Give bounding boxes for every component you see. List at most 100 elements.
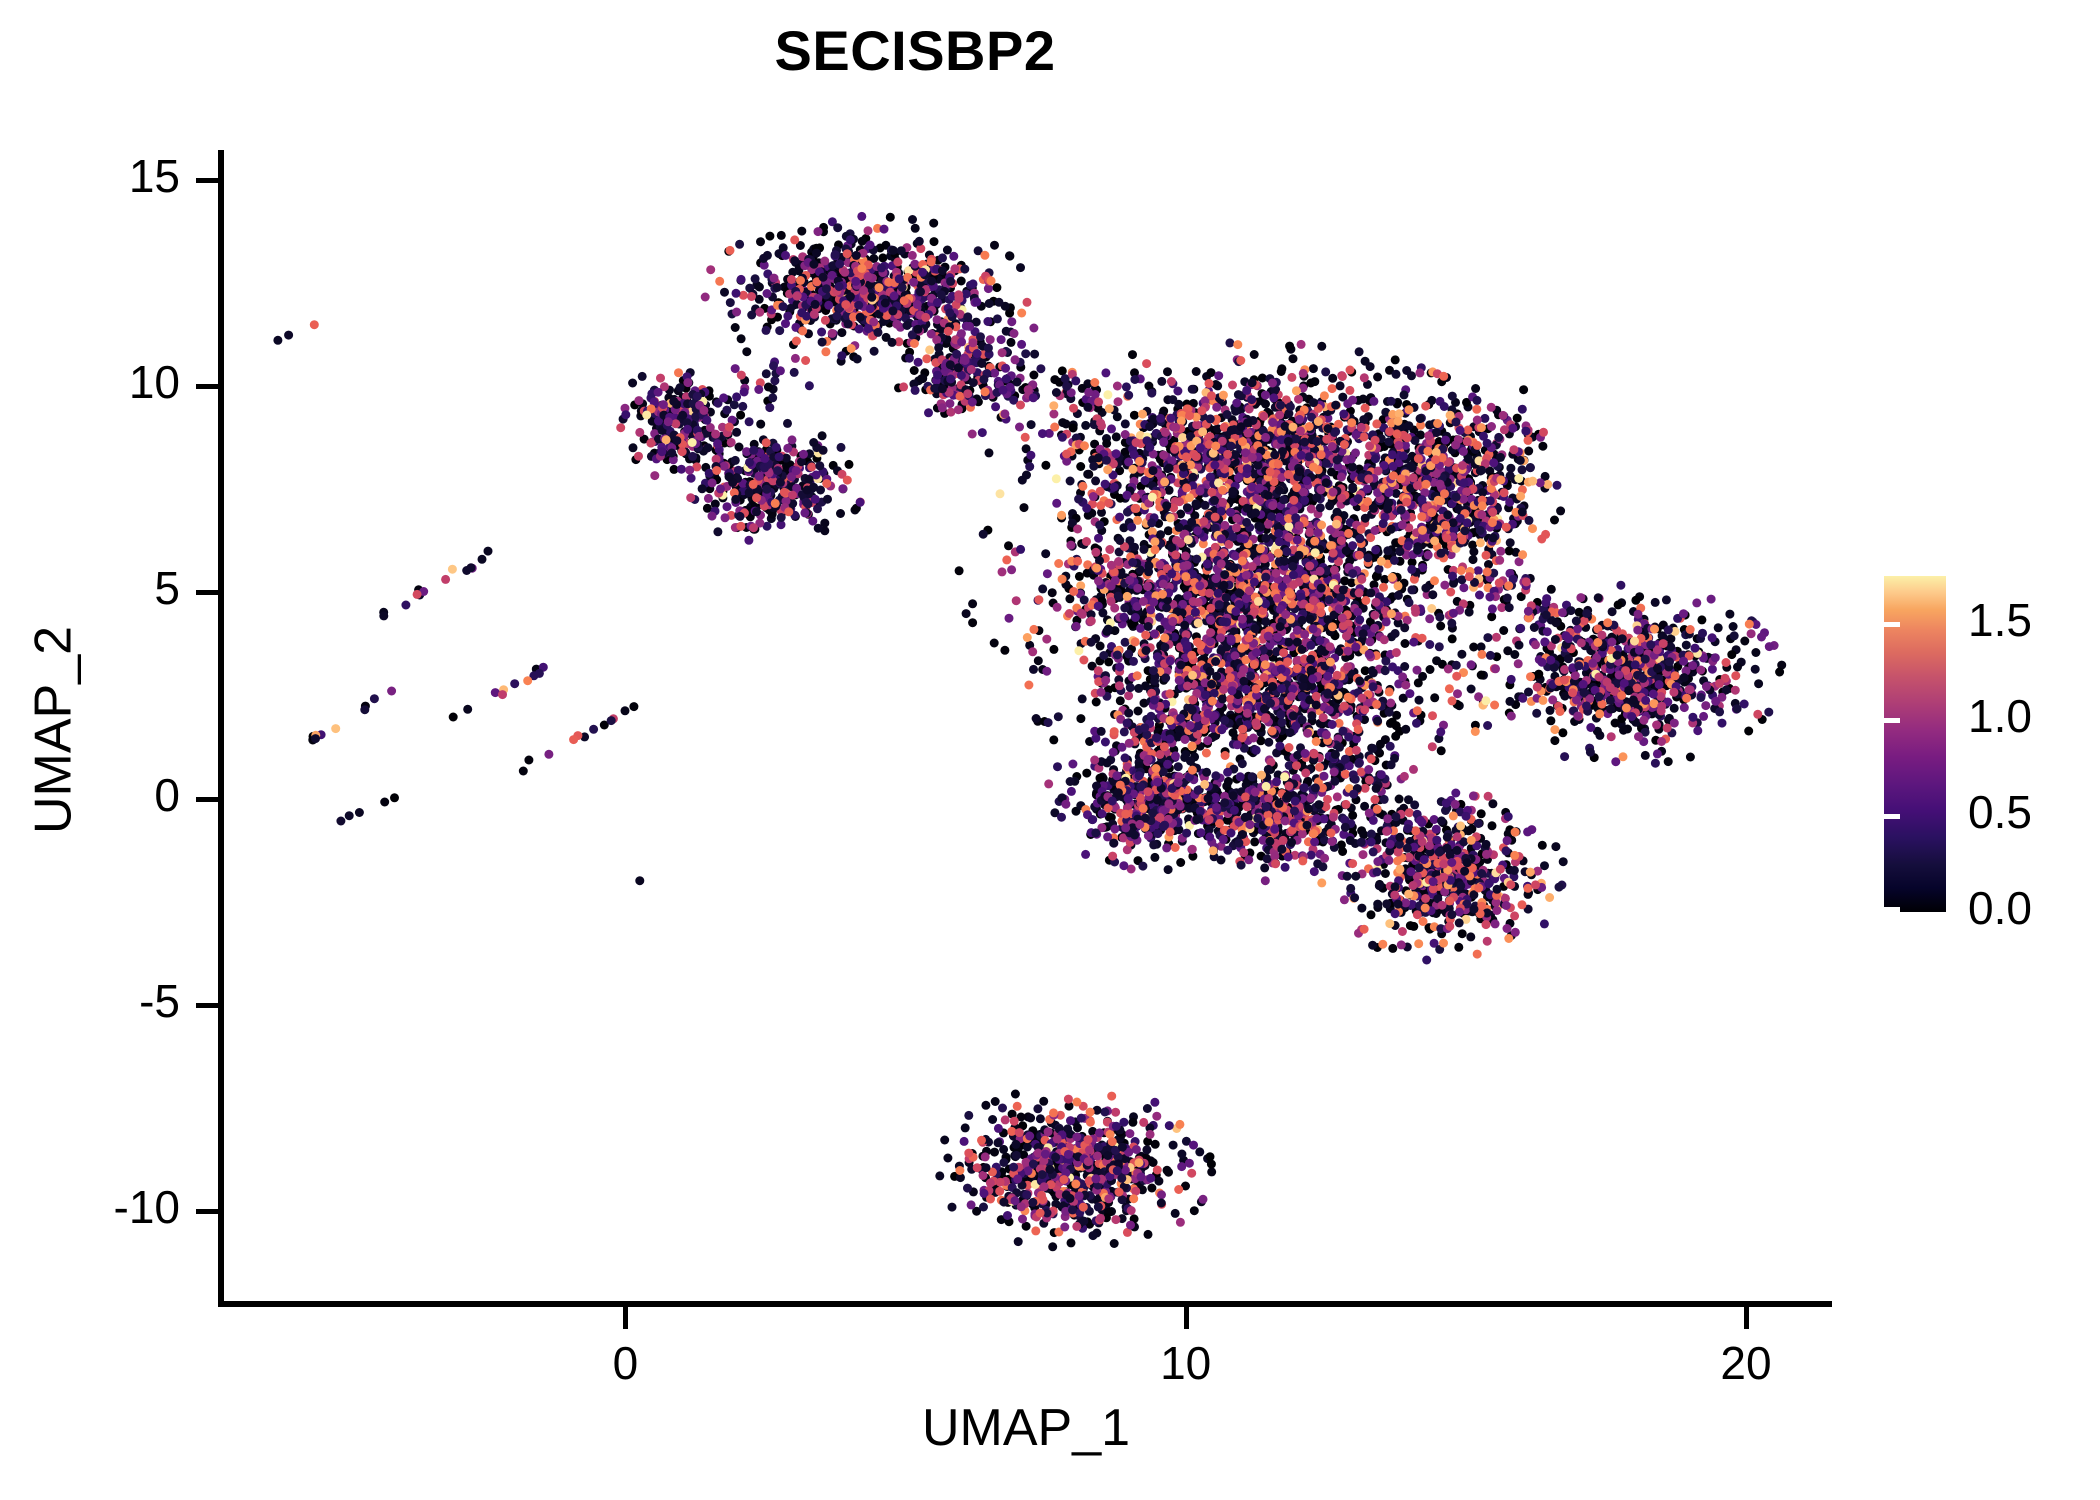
scatter-point bbox=[1488, 799, 1498, 809]
scatter-point bbox=[945, 360, 955, 370]
scatter-point bbox=[855, 497, 865, 507]
scatter-point bbox=[683, 424, 692, 434]
scatter-point bbox=[810, 299, 820, 309]
scatter-point bbox=[851, 276, 861, 286]
scatter-point bbox=[616, 423, 626, 433]
scatter-point bbox=[1430, 693, 1440, 703]
scatter-point bbox=[888, 306, 898, 316]
scatter-point bbox=[956, 329, 966, 339]
scatter-point bbox=[1162, 1165, 1172, 1175]
scatter-point bbox=[925, 345, 935, 355]
scatter-point bbox=[1551, 842, 1561, 852]
scatter-point bbox=[893, 257, 903, 267]
scatter-point bbox=[990, 240, 999, 250]
scatter-point bbox=[628, 443, 638, 453]
scatter-point bbox=[1317, 341, 1327, 351]
scatter-point bbox=[937, 403, 947, 413]
scatter-point bbox=[754, 294, 764, 304]
scatter-point bbox=[1133, 706, 1143, 716]
scatter-point bbox=[1087, 661, 1097, 671]
scatter-point bbox=[1200, 500, 1210, 510]
scatter-point bbox=[1775, 667, 1785, 677]
scatter-point bbox=[879, 224, 889, 234]
scatter-point bbox=[790, 353, 800, 363]
scatter-point bbox=[851, 250, 861, 260]
scatter-point bbox=[821, 347, 831, 357]
scatter-point bbox=[1332, 507, 1342, 517]
scatter-point bbox=[942, 245, 952, 255]
scatter-point bbox=[1128, 1117, 1138, 1127]
scatter-point bbox=[1142, 359, 1152, 369]
scatter-point bbox=[966, 365, 976, 374]
scatter-point bbox=[902, 321, 912, 330]
scatter-point bbox=[1613, 600, 1623, 610]
scatter-point bbox=[1345, 385, 1355, 395]
scatter-point bbox=[744, 535, 754, 545]
scatter-point bbox=[710, 499, 720, 509]
scatter-point bbox=[634, 396, 644, 406]
scatter-point bbox=[1166, 377, 1176, 386]
scatter-point bbox=[1104, 404, 1114, 414]
scatter-point bbox=[1294, 394, 1303, 404]
scatter-point bbox=[897, 282, 907, 292]
scatter-point bbox=[836, 509, 845, 518]
scatter-point bbox=[1154, 1176, 1164, 1186]
scatter-point bbox=[1360, 666, 1370, 676]
scatter-point bbox=[1619, 725, 1628, 735]
scatter-point bbox=[686, 493, 696, 503]
scatter-point bbox=[817, 431, 827, 441]
scatter-point bbox=[781, 250, 790, 260]
scatter-point bbox=[783, 311, 793, 321]
scatter-point bbox=[1268, 378, 1277, 388]
scatter-point bbox=[1327, 467, 1336, 477]
scatter-point bbox=[1457, 929, 1467, 939]
scatter-point bbox=[1436, 621, 1446, 631]
scatter-point bbox=[790, 235, 800, 245]
scatter-point bbox=[1007, 317, 1017, 327]
scatter-point bbox=[1754, 679, 1764, 689]
scatter-point bbox=[720, 513, 730, 523]
scatter-point bbox=[1610, 718, 1620, 728]
scatter-point bbox=[820, 256, 830, 266]
scatter-point bbox=[1466, 684, 1476, 694]
scatter-point bbox=[827, 328, 837, 338]
scatter-point bbox=[702, 503, 712, 513]
scatter-point bbox=[380, 797, 390, 807]
scatter-point bbox=[776, 513, 786, 522]
scatter-point bbox=[1041, 460, 1051, 470]
scatter-point bbox=[1310, 377, 1320, 387]
scatter-point bbox=[702, 415, 712, 425]
scatter-point bbox=[1115, 696, 1125, 706]
scatter-point bbox=[852, 354, 862, 364]
scatter-point bbox=[945, 399, 955, 409]
scatter-point bbox=[1065, 594, 1075, 604]
scatter-point bbox=[688, 451, 698, 461]
scatter-point bbox=[653, 387, 663, 397]
scatter-point bbox=[1076, 714, 1086, 724]
scatter-point bbox=[765, 231, 775, 241]
scatter-point bbox=[1369, 396, 1379, 406]
scatter-point bbox=[1074, 494, 1084, 504]
scatter-point bbox=[837, 328, 847, 338]
scatter-point bbox=[863, 272, 873, 281]
scatter-point bbox=[990, 368, 1000, 378]
scatter-point bbox=[924, 408, 933, 418]
scatter-point bbox=[807, 462, 817, 472]
scatter-point bbox=[844, 459, 854, 469]
scatter-point bbox=[961, 609, 971, 619]
scatter-point bbox=[707, 478, 717, 488]
scatter-point bbox=[1393, 618, 1403, 628]
scatter-point bbox=[1121, 382, 1131, 392]
scatter-point bbox=[1143, 1229, 1153, 1239]
scatter-point bbox=[634, 451, 643, 461]
scatter-point bbox=[1049, 644, 1059, 654]
scatter-point bbox=[909, 339, 919, 348]
scatter-point bbox=[821, 284, 831, 294]
scatter-point bbox=[756, 419, 766, 429]
scatter-point bbox=[1207, 1167, 1217, 1177]
scatter-point bbox=[943, 1153, 953, 1163]
scatter-point bbox=[1138, 409, 1147, 419]
scatter-point bbox=[914, 236, 924, 246]
scatter-point bbox=[1026, 420, 1036, 430]
